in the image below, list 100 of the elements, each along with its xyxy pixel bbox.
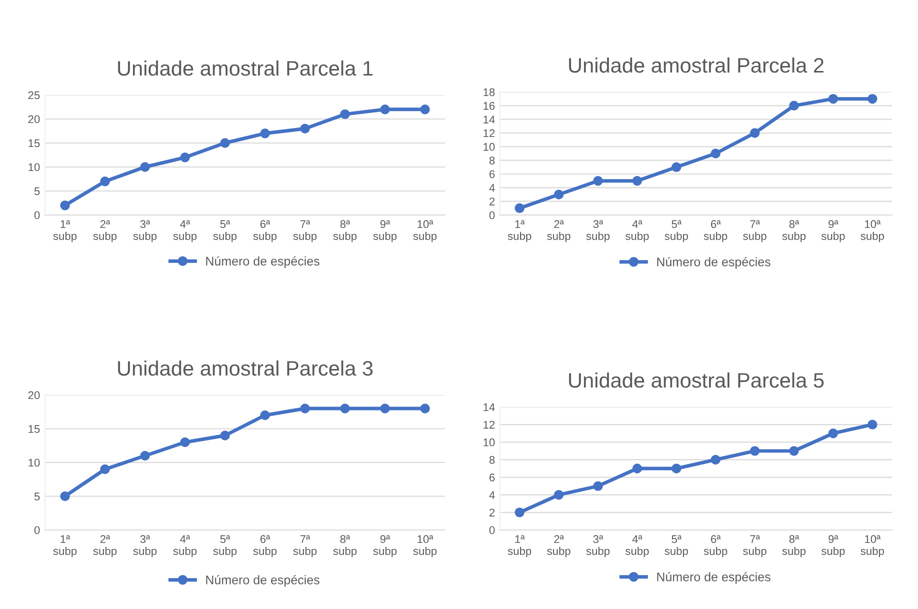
point — [180, 152, 190, 162]
point — [672, 464, 682, 474]
point — [828, 94, 838, 104]
x-tick-label: 8ª subp — [333, 220, 357, 242]
x-tick-label: 4ª subp — [625, 220, 649, 242]
x-tick-label: 1ª subp — [53, 220, 77, 242]
point — [789, 100, 799, 111]
chart-title: Unidade amostral Parcela 1 — [118, 60, 373, 76]
y-tick-label: 2 — [490, 198, 495, 206]
chart-title: Unidade amostral Parcela 2 — [569, 57, 824, 73]
y-tick-label: 18 — [484, 88, 495, 96]
x-tick-label: 1ª subp — [508, 535, 532, 558]
x-tick-label: 4ª subp — [173, 220, 197, 242]
point — [868, 94, 878, 104]
y-tick-label: 5 — [34, 492, 40, 500]
x-tick-label: 3ª subp — [586, 220, 610, 242]
x-tick-label: 9ª subp — [373, 535, 397, 558]
point — [868, 420, 878, 430]
y-tick-label: 14 — [484, 403, 495, 412]
x-tick-label: 8ª subp — [782, 535, 806, 558]
point — [420, 404, 430, 414]
point — [180, 437, 190, 448]
y-tick-label: 8 — [489, 156, 495, 164]
x-tick-label: 5ª subp — [664, 220, 688, 242]
y-tick-label: 14 — [484, 116, 495, 124]
point — [220, 138, 230, 148]
legend-label: Número de espécies — [206, 256, 320, 268]
x-tick-label: 2ª subp — [547, 220, 570, 242]
point — [554, 490, 564, 500]
x-tick-label: 5ª subp — [664, 535, 688, 558]
x-tick-label: 9ª subp — [821, 220, 845, 242]
point — [672, 162, 682, 172]
point — [632, 176, 642, 186]
x-tick-label: 3ª subp — [133, 220, 157, 242]
x-tick-label: 7ª subp — [743, 535, 766, 558]
x-tick-label: 1ª subp — [53, 535, 77, 558]
x-tick-label: 10ª subp — [413, 220, 437, 242]
x-tick-label: 10ª subp — [860, 535, 884, 558]
point — [828, 428, 838, 438]
legend-label: Número de espécies — [657, 572, 770, 584]
x-tick-label: 6ª subp — [704, 535, 728, 558]
x-tick-label: 5ª subp — [213, 535, 237, 558]
point — [789, 446, 799, 456]
point — [593, 481, 603, 491]
x-tick-label: 10ª subp — [413, 535, 437, 558]
point — [750, 446, 760, 456]
point — [710, 148, 720, 158]
y-tick-label: 0 — [34, 211, 40, 220]
x-tick-label: 2ª subp — [93, 535, 117, 558]
y-tick-label: 0 — [489, 526, 495, 534]
y-tick-label: 10 — [28, 163, 40, 172]
y-tick-label: 12 — [484, 129, 495, 138]
point — [632, 464, 642, 474]
y-tick-label: 4 — [489, 491, 495, 499]
point — [593, 176, 603, 186]
point — [750, 128, 760, 138]
x-tick-label: 8ª subp — [333, 535, 357, 558]
legend-label: Número de espécies — [657, 257, 770, 269]
chart-title: Unidade amostral Parcela 5 — [569, 372, 824, 388]
y-tick-label: 10 — [484, 438, 495, 446]
y-tick-label: 8 — [489, 456, 495, 464]
point — [300, 124, 310, 134]
point — [554, 190, 564, 200]
legend-label: Número de espécies — [206, 575, 320, 587]
y-tick-label: 10 — [484, 142, 495, 151]
point — [100, 464, 110, 474]
x-tick-label: 9ª subp — [821, 535, 845, 558]
chart-title: Unidade amostral Parcela 3 — [118, 360, 373, 376]
point — [420, 104, 430, 114]
point — [340, 109, 350, 120]
point — [220, 430, 230, 440]
y-tick-label: 12 — [484, 420, 495, 429]
x-tick-label: 3ª subp — [586, 535, 610, 558]
y-tick-label: 6 — [490, 170, 495, 178]
y-tick-label: 16 — [484, 102, 495, 110]
y-tick-label: 10 — [28, 458, 40, 467]
point — [514, 203, 524, 214]
y-tick-label: 0 — [34, 526, 40, 534]
x-tick-label: 7ª subp — [293, 535, 317, 558]
point — [100, 176, 110, 186]
y-tick-label: 25 — [28, 91, 40, 100]
x-tick-label: 1ª subp — [508, 220, 532, 242]
x-tick-label: 10ª subp — [860, 220, 884, 242]
y-tick-label: 15 — [28, 425, 40, 433]
y-tick-label: 5 — [34, 187, 40, 196]
x-tick-label: 9ª subp — [373, 220, 397, 242]
y-tick-label: 0 — [489, 211, 495, 220]
y-tick-label: 20 — [28, 391, 40, 400]
point — [380, 404, 390, 414]
y-tick-label: 2 — [490, 508, 495, 516]
point — [260, 128, 270, 138]
x-tick-label: 4ª subp — [625, 535, 649, 558]
x-tick-label: 2ª subp — [93, 220, 117, 242]
x-tick-label: 2ª subp — [547, 535, 570, 558]
x-tick-label: 6ª subp — [704, 220, 728, 242]
point — [514, 508, 524, 518]
y-tick-label: 4 — [489, 184, 495, 192]
point — [380, 104, 390, 114]
point — [60, 491, 70, 502]
y-tick-label: 6 — [490, 474, 495, 482]
